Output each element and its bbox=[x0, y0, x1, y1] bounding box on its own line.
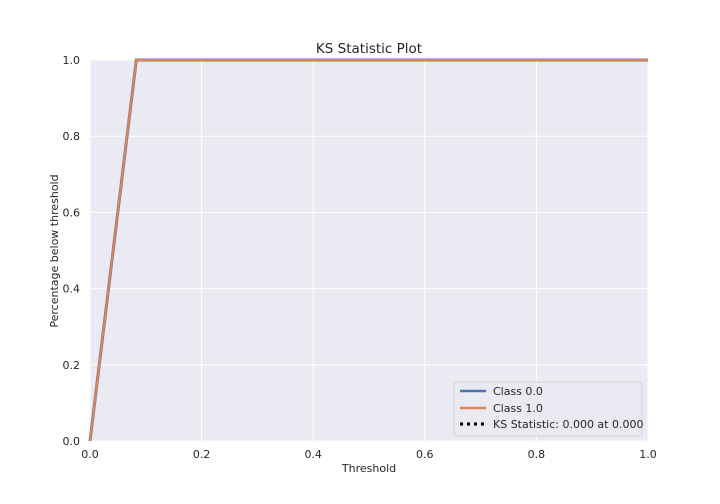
y-tick-label: 0.4 bbox=[63, 283, 81, 296]
series-layer bbox=[88, 58, 648, 442]
x-tick-labels: 0.0 0.2 0.4 0.6 0.8 1.0 bbox=[81, 448, 657, 461]
grid-lines bbox=[89, 59, 649, 442]
y-tick-label: 0.2 bbox=[63, 359, 81, 372]
x-tick-label: 0.0 bbox=[81, 448, 99, 461]
legend-label-class-0: Class 0.0 bbox=[493, 385, 543, 398]
x-tick-label: 0.2 bbox=[193, 448, 211, 461]
legend-label-ks-statistic: KS Statistic: 0.000 at 0.000 bbox=[493, 418, 643, 431]
y-tick-label: 0.8 bbox=[63, 130, 81, 143]
x-tick-label: 1.0 bbox=[639, 448, 657, 461]
chart-title: KS Statistic Plot bbox=[316, 41, 422, 57]
x-axis-label: Threshold bbox=[341, 462, 396, 475]
y-tick-label: 0.6 bbox=[63, 206, 81, 219]
x-tick-label: 0.6 bbox=[416, 448, 434, 461]
y-tick-label: 1.0 bbox=[63, 54, 81, 67]
legend-label-class-1: Class 1.0 bbox=[493, 402, 543, 415]
series-line-class-1-0 bbox=[88, 58, 648, 442]
y-tick-label: 0.0 bbox=[63, 435, 81, 448]
y-tick-labels: 0.0 0.2 0.4 0.6 0.8 1.0 bbox=[63, 54, 81, 448]
legend: Class 0.0 Class 1.0 KS Statistic: 0.000 … bbox=[453, 381, 643, 437]
y-axis-label: Percentage below threshold bbox=[48, 174, 61, 327]
x-tick-label: 0.8 bbox=[528, 448, 546, 461]
plot-area bbox=[90, 60, 648, 441]
x-tick-label: 0.4 bbox=[304, 448, 322, 461]
legend-box bbox=[453, 381, 643, 437]
